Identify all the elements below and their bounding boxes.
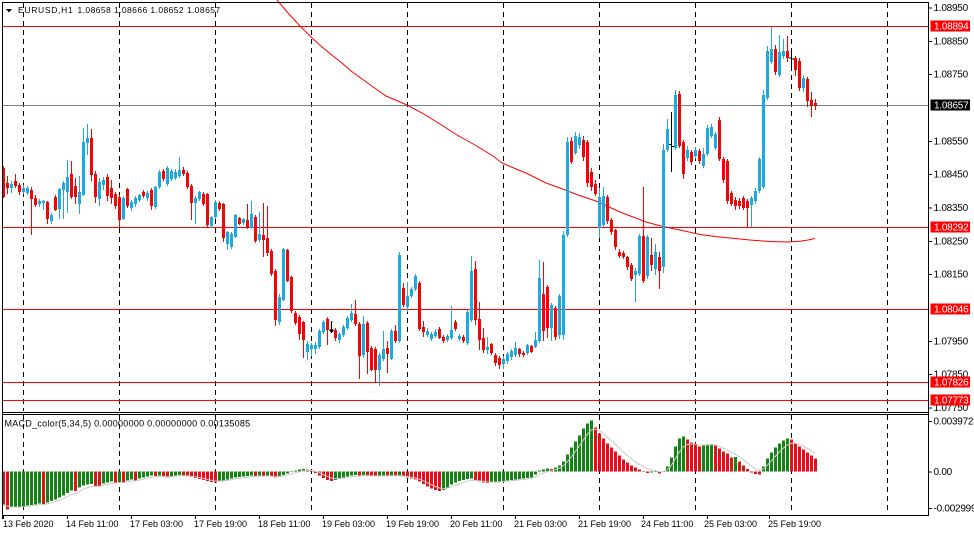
svg-text:1.07773: 1.07773	[934, 395, 969, 406]
svg-text:EURUSD,H1: EURUSD,H1	[18, 5, 73, 15]
svg-text:0.00: 0.00	[934, 467, 953, 478]
svg-text:13 Feb 2020: 13 Feb 2020	[3, 519, 54, 529]
svg-text:25 Feb 19:00: 25 Feb 19:00	[768, 519, 821, 529]
svg-text:1.08950: 1.08950	[934, 3, 969, 14]
svg-text:1.07826: 1.07826	[934, 378, 969, 389]
svg-text:1.08658 1.08666 1.08652 1.0865: 1.08658 1.08666 1.08652 1.08657	[78, 5, 221, 15]
svg-text:1.08350: 1.08350	[934, 203, 969, 214]
svg-text:1.08550: 1.08550	[934, 136, 969, 147]
svg-text:17 Feb 19:00: 17 Feb 19:00	[194, 519, 247, 529]
svg-text:1.08150: 1.08150	[934, 270, 969, 281]
svg-text:1.08292: 1.08292	[934, 222, 969, 233]
svg-text:19 Feb 19:00: 19 Feb 19:00	[386, 519, 439, 529]
svg-text:-0.0029998: -0.0029998	[934, 504, 974, 515]
svg-text:20 Feb 11:00: 20 Feb 11:00	[450, 519, 502, 529]
svg-text:0.0039728: 0.0039728	[934, 417, 974, 428]
svg-text:21 Feb 19:00: 21 Feb 19:00	[578, 519, 631, 529]
svg-text:1.08850: 1.08850	[934, 36, 969, 47]
svg-text:MACD_color(5,34,5) 0.00000000: MACD_color(5,34,5) 0.00000000 0.00000000…	[5, 419, 251, 429]
svg-text:21 Feb 03:00: 21 Feb 03:00	[514, 519, 567, 529]
svg-text:1.08450: 1.08450	[934, 170, 969, 181]
svg-text:1.07750: 1.07750	[934, 403, 969, 414]
svg-text:1.07950: 1.07950	[934, 336, 969, 347]
svg-text:1.08657: 1.08657	[934, 101, 969, 112]
svg-text:24 Feb 11:00: 24 Feb 11:00	[641, 519, 693, 529]
svg-text:18 Feb 11:00: 18 Feb 11:00	[258, 519, 310, 529]
svg-text:1.08750: 1.08750	[934, 70, 969, 81]
svg-text:19 Feb 03:00: 19 Feb 03:00	[322, 519, 375, 529]
svg-text:1.08250: 1.08250	[934, 236, 969, 247]
svg-text:1.07850: 1.07850	[934, 370, 969, 381]
svg-text:25 Feb 03:00: 25 Feb 03:00	[704, 519, 757, 529]
svg-text:1.08894: 1.08894	[934, 22, 969, 33]
svg-text:14 Feb 11:00: 14 Feb 11:00	[66, 519, 118, 529]
svg-text:1.08046: 1.08046	[934, 304, 969, 315]
svg-text:17 Feb 03:00: 17 Feb 03:00	[130, 519, 183, 529]
